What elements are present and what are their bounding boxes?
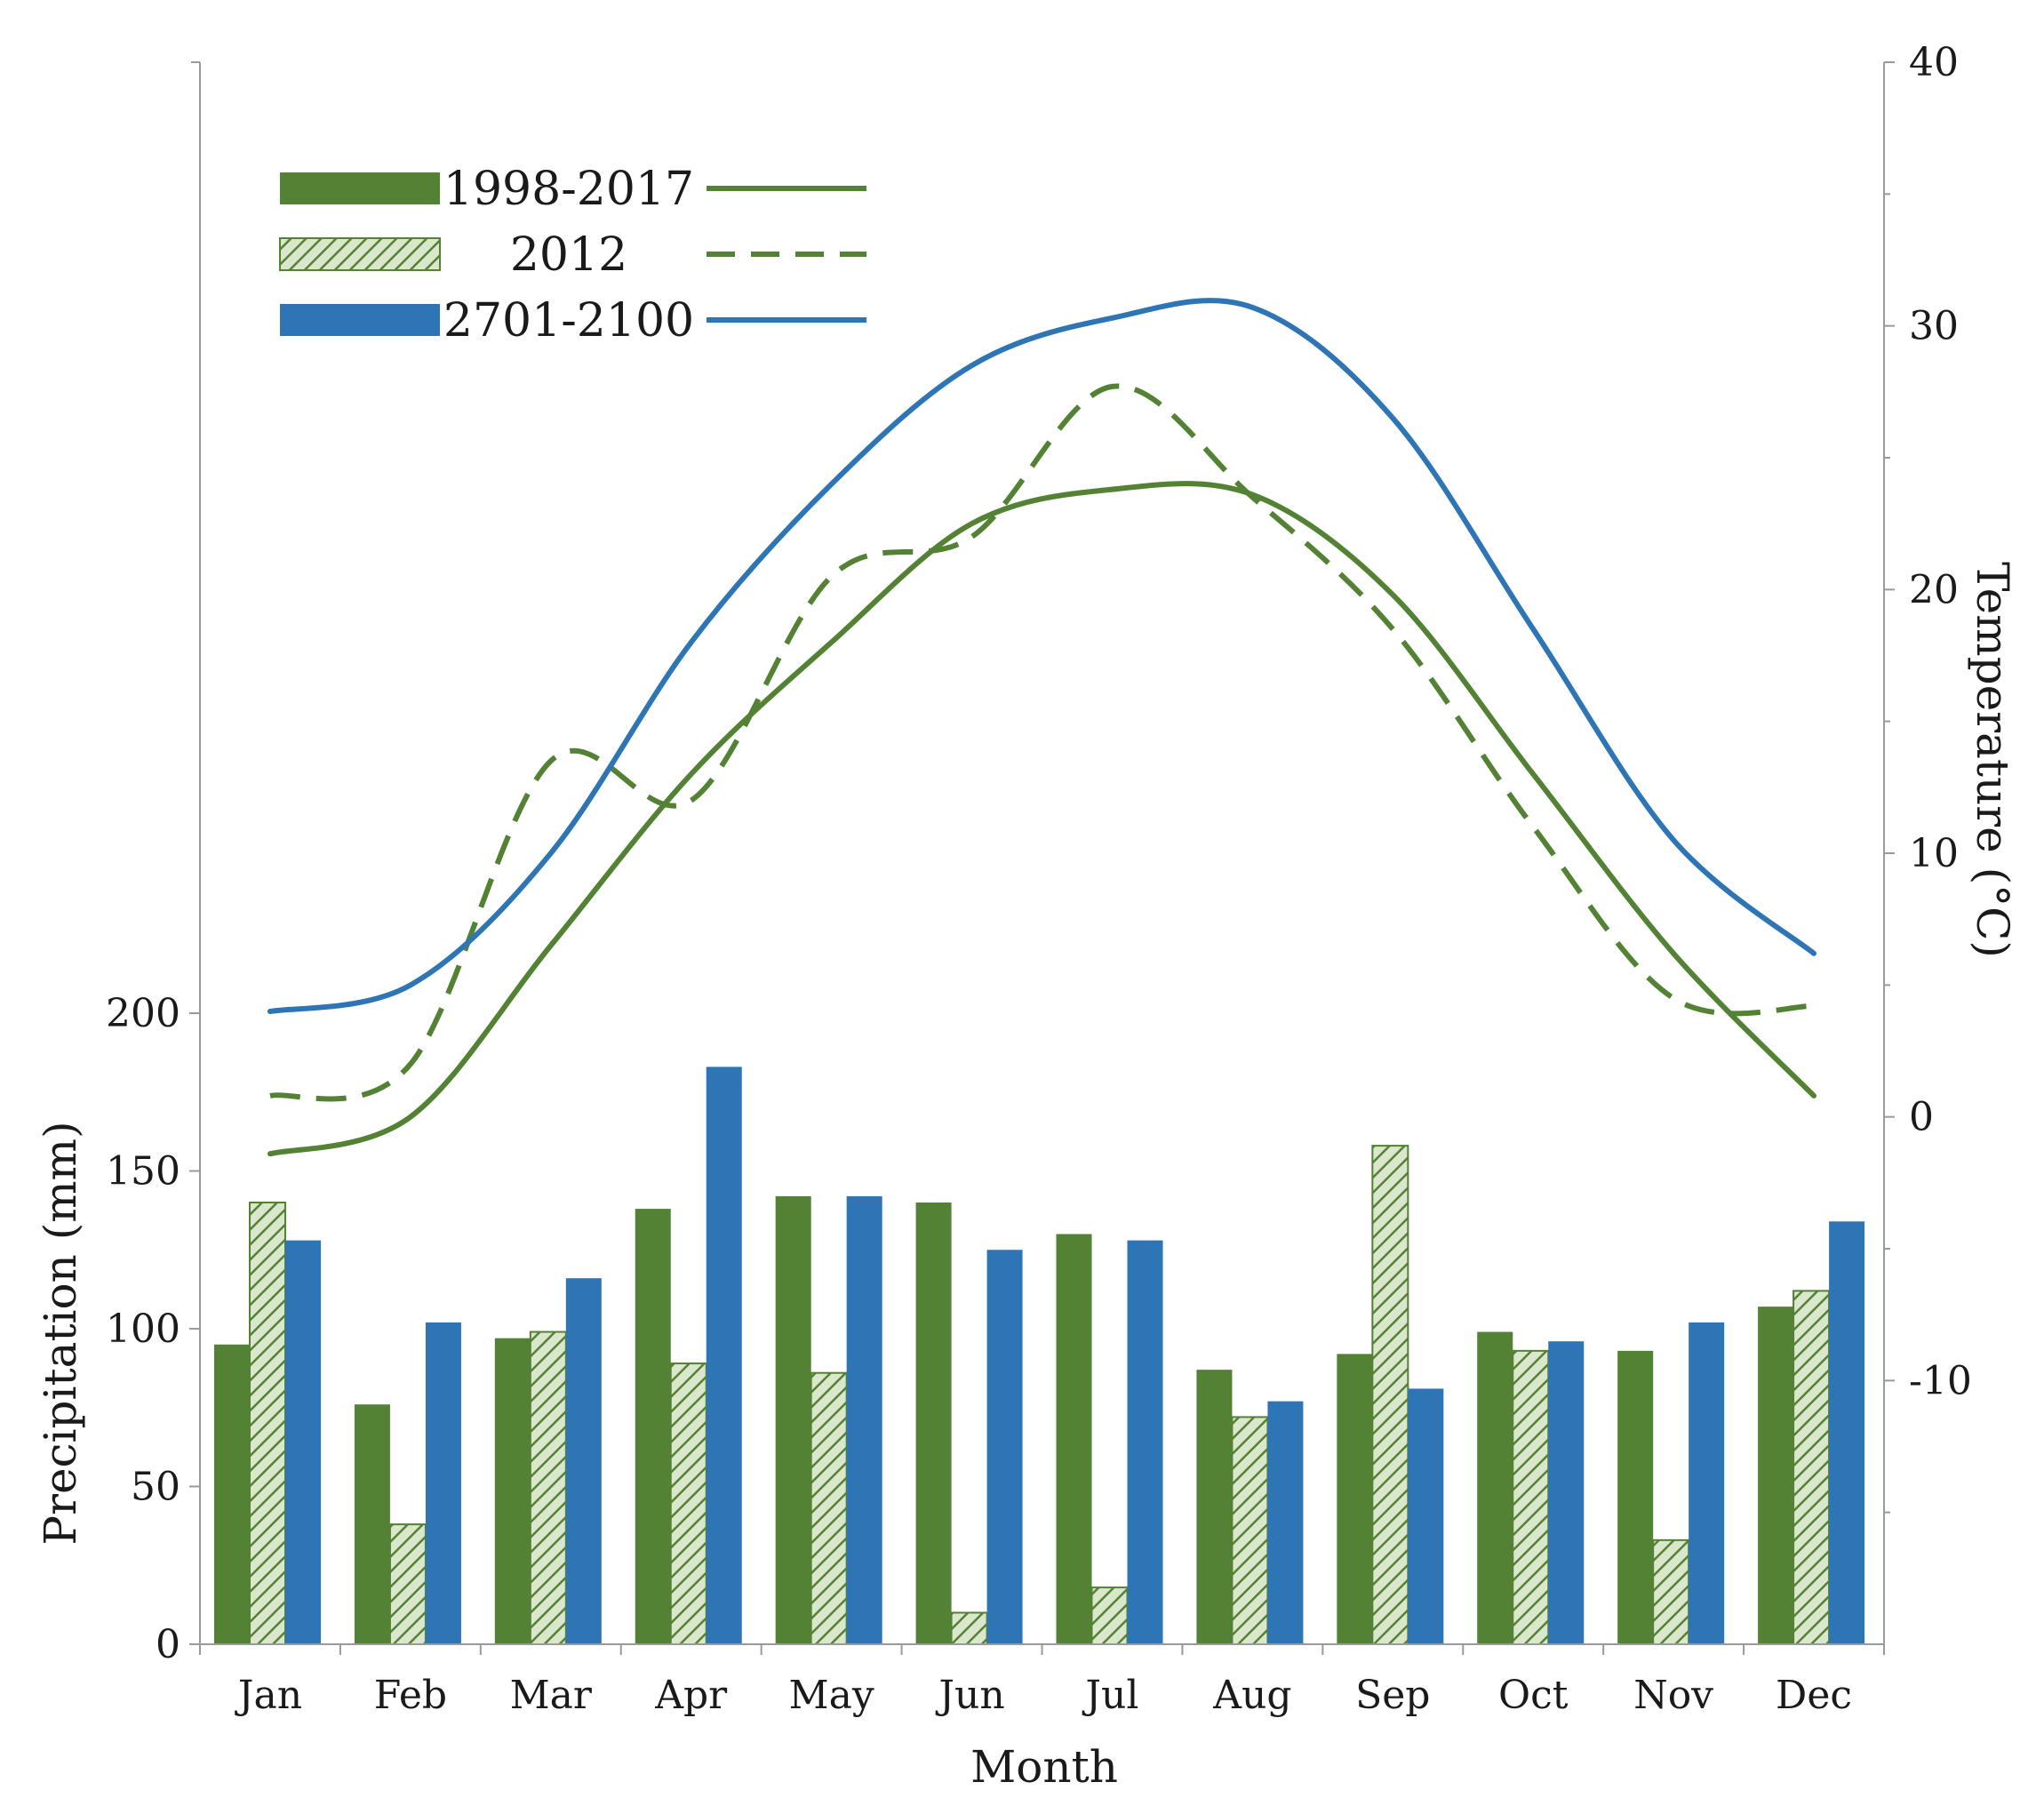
x-tick-label-sep: Sep (1355, 1673, 1430, 1718)
bar-2701-2100-jul (1127, 1240, 1163, 1644)
bar-2012-jan (249, 1202, 286, 1645)
bar-1998-2017-mar (494, 1338, 531, 1644)
x-tick-label-may: May (789, 1673, 874, 1718)
y-left-tick-label-0: 0 (156, 1622, 180, 1667)
bar-2701-2100-aug (1267, 1401, 1304, 1644)
x-tick-label-jul: Jul (1082, 1673, 1138, 1718)
y-right-tick-label-10: 10 (1909, 831, 1959, 876)
legend-swatch-bar-1998-2017 (280, 172, 440, 204)
bar-2701-2100-feb (425, 1322, 461, 1644)
x-tick-label-mar: Mar (510, 1673, 593, 1718)
bar-2012-dec (1792, 1290, 1831, 1646)
bars-layer (214, 1067, 1865, 1646)
x-axis-title: Month (970, 1741, 1118, 1793)
x-tick-label-jan: Jan (235, 1673, 302, 1718)
bar-1998-2017-jun (915, 1203, 952, 1644)
y-left-tick-label-150: 150 (106, 1149, 180, 1195)
bar-2012-nov (1652, 1538, 1690, 1645)
bar-2012-oct (1512, 1349, 1550, 1645)
bar-2012-feb (388, 1523, 427, 1645)
y-axis-left-title: Precipitation (mm) (35, 1121, 86, 1545)
y-right-tick-label-40: 40 (1909, 40, 1959, 85)
lines-layer (267, 298, 1817, 1157)
x-tick-label-feb: Feb (374, 1673, 447, 1718)
bar-1998-2017-may (775, 1195, 811, 1644)
bar-2701-2100-jun (986, 1250, 1023, 1644)
axes-layer: Jan Feb Mar Apr May Jun Jul Aug Sep Oct Nov Dec 0 50 1… (106, 40, 1972, 1718)
bar-2012-sep (1371, 1145, 1409, 1645)
bar-1998-2017-nov (1617, 1350, 1654, 1644)
y-left-tick-label-50: 50 (131, 1465, 180, 1510)
bar-2012-jun (950, 1611, 988, 1645)
legend-swatch-bar-2701-2100 (280, 304, 440, 336)
bar-2012-mar (529, 1331, 567, 1646)
legend-label-2012: 2012 (510, 228, 627, 282)
bar-2701-2100-sep (1408, 1388, 1444, 1644)
y-right-tick-label-30: 30 (1909, 304, 1959, 349)
x-tick-label-apr: Apr (654, 1673, 728, 1718)
bar-1998-2017-apr (635, 1209, 671, 1644)
bar-1998-2017-jan (214, 1344, 250, 1644)
temperature-line-1998-2017 (267, 481, 1817, 1157)
bar-2012-may (810, 1371, 848, 1645)
bar-1998-2017-oct (1477, 1331, 1513, 1644)
bar-2701-2100-apr (706, 1067, 742, 1644)
x-tick-label-aug: Aug (1212, 1673, 1291, 1718)
bar-2701-2100-dec (1829, 1221, 1865, 1644)
bar-1998-2017-jul (1056, 1234, 1092, 1644)
y-right-tick-label-20: 20 (1909, 567, 1959, 612)
bar-1998-2017-aug (1196, 1370, 1233, 1644)
y-right-tick-label-0: 0 (1909, 1095, 1934, 1140)
bar-2701-2100-mar (565, 1278, 602, 1644)
legend-label-1998-2017: 1998-2017 (443, 163, 694, 216)
x-tick-label-dec: Dec (1776, 1673, 1852, 1718)
y-left-tick-label-200: 200 (106, 991, 180, 1036)
temperature-line-2701-2100 (267, 298, 1817, 1014)
legend-swatch-bar-2012 (279, 237, 441, 271)
bar-2012-apr (669, 1362, 707, 1646)
bar-2701-2100-jan (285, 1240, 321, 1644)
bar-2701-2100-nov (1689, 1322, 1725, 1644)
y-left-tick-label-100: 100 (106, 1307, 180, 1352)
bar-1998-2017-feb (354, 1404, 390, 1644)
bar-2012-jul (1090, 1586, 1129, 1645)
legend-label-2701-2100: 2701-2100 (443, 294, 694, 348)
y-right-tick-label-10: -10 (1909, 1358, 1972, 1403)
bar-1998-2017-dec (1758, 1307, 1794, 1644)
x-tick-label-jun: Jun (935, 1673, 1004, 1718)
x-tick-label-nov: Nov (1633, 1673, 1713, 1718)
bar-2012-aug (1231, 1416, 1269, 1646)
bar-2701-2100-oct (1548, 1341, 1585, 1644)
temperature-line-2012-dashed (269, 383, 1815, 1102)
bar-1998-2017-sep (1337, 1354, 1373, 1644)
legend: 1998-2017 2012 2701-2100 (279, 163, 866, 348)
y-axis-right-title: Temperature (°C) (1967, 562, 2018, 958)
bar-2701-2100-may (846, 1195, 882, 1644)
x-tick-label-oct: Oct (1498, 1673, 1569, 1718)
